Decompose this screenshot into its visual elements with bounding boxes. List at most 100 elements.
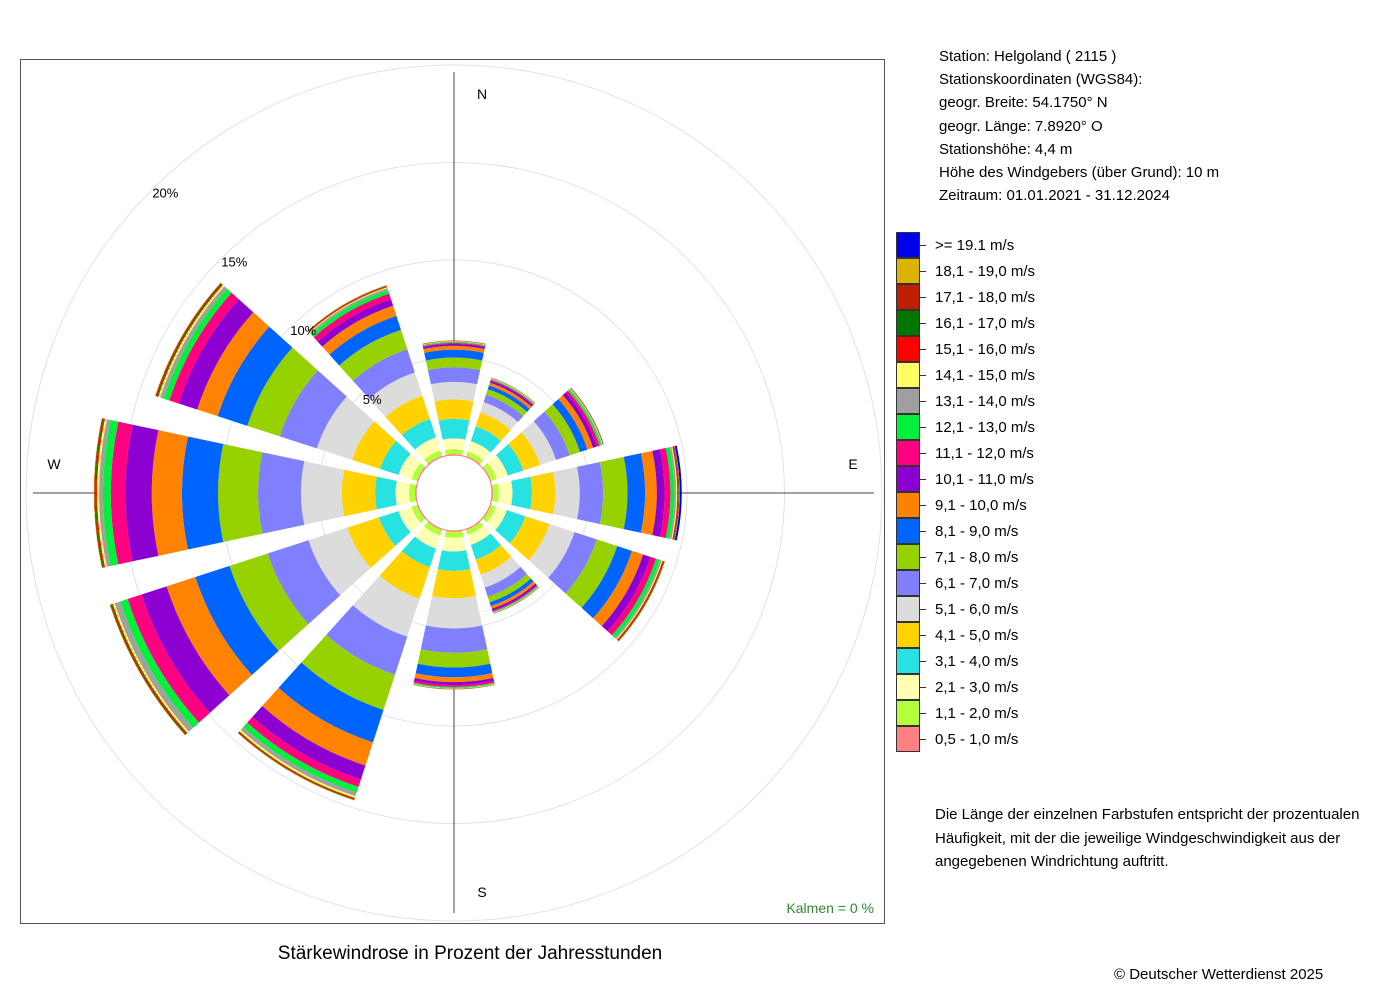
ring-label-20pct: 20% <box>152 185 178 200</box>
sector-210-class-6 <box>326 605 408 675</box>
sector-240-class-2 <box>398 506 421 533</box>
sector-270-class-9 <box>151 430 188 556</box>
sector-90-class-17 <box>673 446 680 540</box>
legend-label: 8,1 - 9,0 m/s <box>935 523 1019 540</box>
legend-item: 17,1 - 18,0 m/s <box>896 284 1096 310</box>
sector-330-class-1 <box>424 450 442 465</box>
sector-90-class-16 <box>673 446 679 540</box>
compass-north-label: N <box>477 86 487 102</box>
sector-240-class-12 <box>120 599 199 728</box>
sector-90-class-3 <box>511 476 532 510</box>
sector-30-class-7 <box>485 389 528 417</box>
sector-270-class-3 <box>375 476 397 510</box>
legend-item: 14,1 - 15,0 m/s <box>896 362 1096 388</box>
grid-ring-20pct <box>25 64 883 922</box>
legend-label: 1,1 - 2,0 m/s <box>935 705 1019 722</box>
legend-swatch <box>896 258 920 284</box>
sector-180-class-11 <box>413 680 495 687</box>
station-elevation: Stationshöhe: 4,4 m <box>939 140 1073 158</box>
sector-210-class-10 <box>252 706 366 780</box>
sector-90-class-6 <box>577 461 604 525</box>
sector-240-class-4 <box>347 517 396 569</box>
sector-0-class-18 <box>422 340 486 344</box>
legend-swatch <box>896 362 920 388</box>
legend-item: 7,1 - 8,0 m/s <box>896 544 1096 570</box>
station-latitude: geogr. Breite: 54.1750° N <box>939 94 1108 112</box>
sector-240-class-3 <box>378 511 411 546</box>
legend-tick <box>920 401 926 402</box>
sector-270-class-14 <box>97 418 107 568</box>
sector-330-class-8 <box>329 315 401 366</box>
legend-item: >= 19.1 m/s <box>896 232 1096 258</box>
sector-330-class-9 <box>322 305 397 355</box>
sector-30-class-3 <box>470 426 501 453</box>
sector-150-class-4 <box>475 545 512 575</box>
sector-0-class-13 <box>422 341 486 346</box>
sector-300-class-6 <box>279 370 347 449</box>
legend-swatch <box>896 440 920 466</box>
sector-180-class-18 <box>413 685 495 690</box>
legend-label: 4,1 - 5,0 m/s <box>935 627 1019 644</box>
sector-330-class-11 <box>313 293 392 342</box>
time-period: Zeitraum: 01.01.2021 - 31.12.2024 <box>939 187 1170 205</box>
legend-item: 3,1 - 4,0 m/s <box>896 648 1096 674</box>
sector-180-class-15 <box>413 684 495 689</box>
sector-180-class-6 <box>420 625 488 653</box>
legend-tick <box>920 583 926 584</box>
sector-0-class-2 <box>442 438 466 451</box>
sector-30-class-9 <box>488 382 532 409</box>
legend-tick <box>920 505 926 506</box>
sector-210-class-9 <box>262 687 373 766</box>
sector-330-class-6 <box>352 349 415 399</box>
sector-300-class-3 <box>379 440 411 475</box>
explanation-note: Die Länge der einzelnen Farbstufen entsp… <box>935 806 1360 870</box>
sector-300-class-5 <box>316 396 375 460</box>
legend-swatch <box>896 466 920 492</box>
sector-210-class-7 <box>301 635 395 710</box>
legend-label: 18,1 - 19,0 m/s <box>935 263 1036 280</box>
legend-tick <box>920 271 926 272</box>
sector-300-class-1 <box>411 463 426 481</box>
legend-label: 6,1 - 7,0 m/s <box>935 575 1019 592</box>
legend-tick <box>920 323 926 324</box>
legend-item: 18,1 - 19,0 m/s <box>896 258 1096 284</box>
sector-0-class-10 <box>422 343 486 350</box>
ring-label-10pct: 10% <box>290 323 316 338</box>
legend-tick <box>920 375 926 376</box>
sector-150-class-9 <box>490 581 536 609</box>
legend-label: 3,1 - 4,0 m/s <box>935 653 1019 670</box>
legend-tick <box>920 557 926 558</box>
sector-90-class-7 <box>599 456 628 530</box>
sector-210-class-13 <box>240 727 357 797</box>
legend-label: 2,1 - 3,0 m/s <box>935 679 1019 696</box>
sector-0-class-7 <box>425 357 483 370</box>
sector-240-class-7 <box>229 553 309 651</box>
sector-180-class-8 <box>415 663 493 678</box>
sector-120-class-9 <box>593 550 644 627</box>
legend-tick <box>920 687 926 688</box>
legend-swatch <box>896 700 920 726</box>
legend-swatch <box>896 388 920 414</box>
legend-label: 5,1 - 6,0 m/s <box>935 601 1019 618</box>
sector-60-class-10 <box>562 392 597 448</box>
legend-tick <box>920 531 926 532</box>
sector-180-class-1 <box>444 531 464 538</box>
compass-east-label: E <box>848 456 857 472</box>
sector-300-class-11 <box>169 292 239 404</box>
legend-label: >= 19.1 m/s <box>935 237 1015 254</box>
sector-120-class-10 <box>601 554 651 632</box>
sector-30-class-8 <box>487 385 530 412</box>
sector-300-class-8 <box>217 326 293 426</box>
sector-60-class-6 <box>533 411 570 460</box>
legend-label: 11,1 - 12,0 m/s <box>935 445 1034 462</box>
sector-240-class-5 <box>308 527 371 596</box>
sector-120-class-3 <box>495 510 526 544</box>
sector-0-class-14 <box>422 341 486 345</box>
sector-90-class-18 <box>674 446 680 540</box>
legend-label: 13,1 - 14,0 m/s <box>935 393 1036 410</box>
sector-120-class-8 <box>581 546 633 619</box>
sector-210-class-8 <box>278 662 384 743</box>
sector-330-class-5 <box>369 372 423 417</box>
legend-item: 6,1 - 7,0 m/s <box>896 570 1096 596</box>
sector-120-class-5 <box>528 524 575 578</box>
